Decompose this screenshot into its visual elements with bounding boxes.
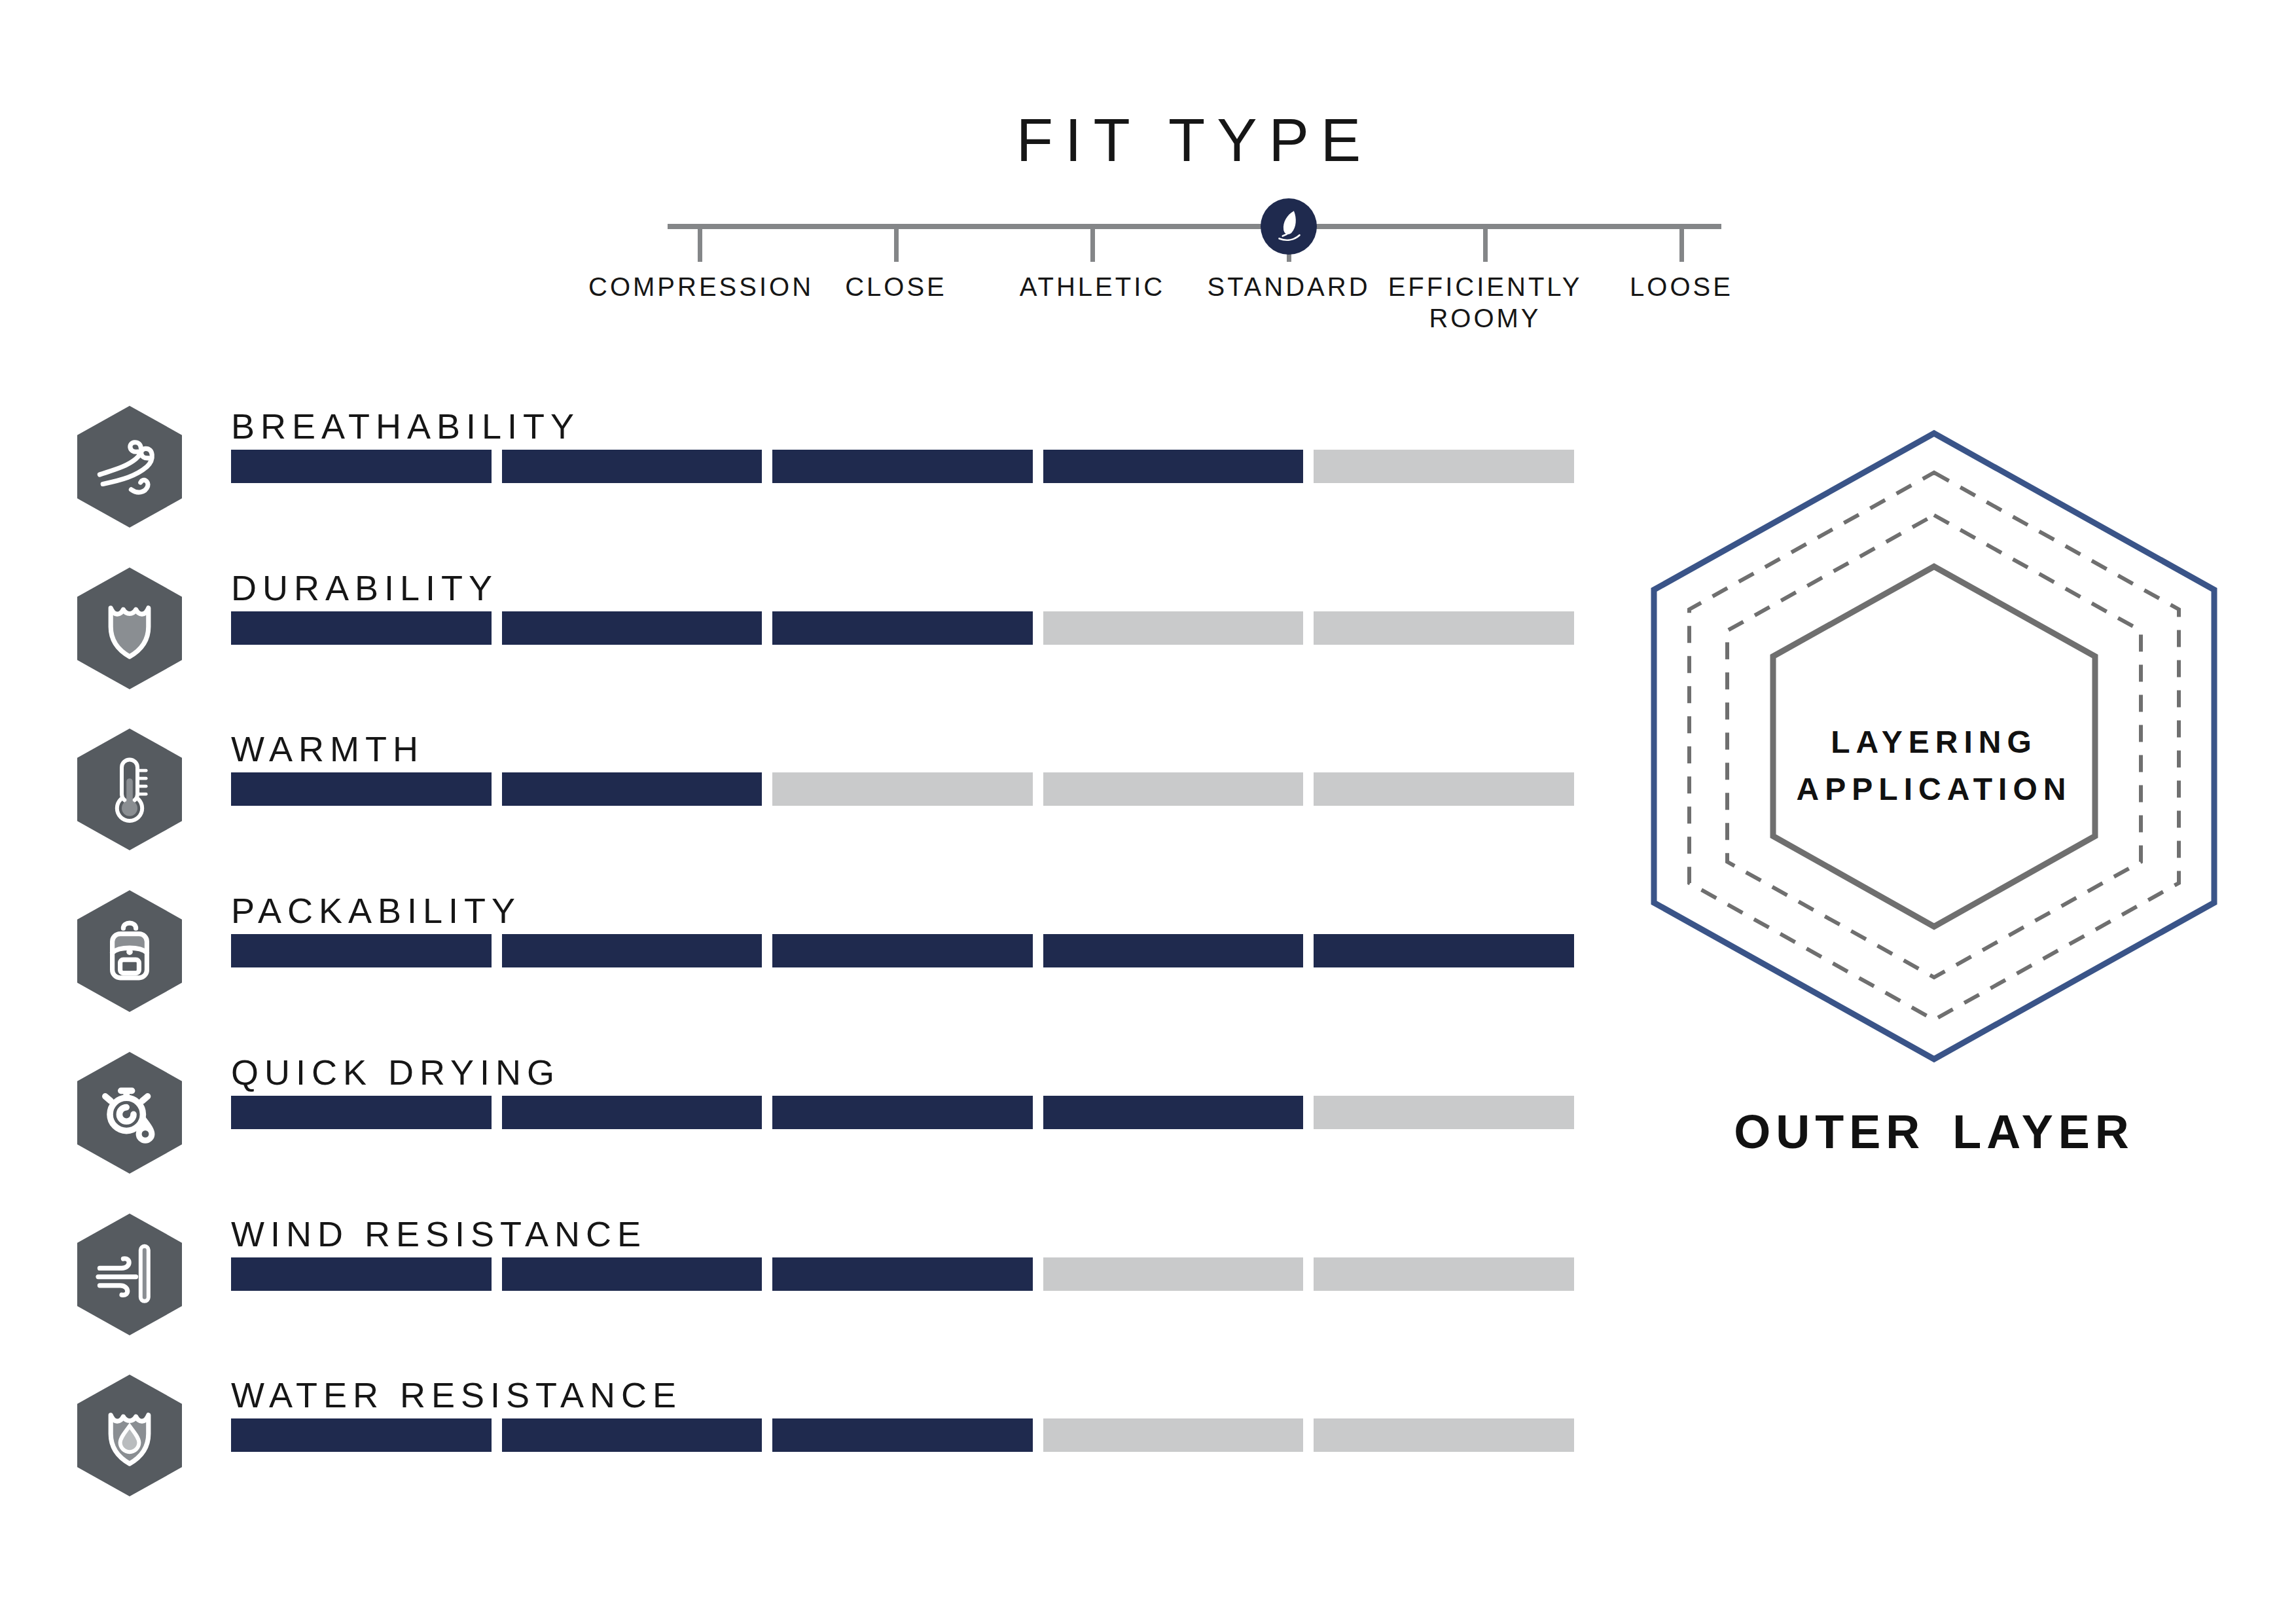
attribute-ratings-section: BREATHABILITY DURABILITY WARMTH PACKABIL… xyxy=(0,0,1610,1624)
rating-segment xyxy=(1043,611,1304,645)
rating-segment xyxy=(1314,1096,1574,1129)
rating-segment xyxy=(772,1257,1033,1291)
attribute-label: QUICK DRYING xyxy=(231,1054,560,1091)
outer-layer-caption: OUTER LAYER xyxy=(1649,1105,2219,1159)
wind-barrier-icon xyxy=(90,1235,169,1314)
attribute-label: BREATHABILITY xyxy=(231,408,580,444)
rating-segment xyxy=(772,611,1033,645)
rating-segment xyxy=(1314,1257,1574,1291)
rating-segment xyxy=(231,611,492,645)
rating-segment xyxy=(502,1257,762,1291)
attribute-row: PACKABILITY xyxy=(0,890,1610,1047)
rating-bar xyxy=(231,450,1574,483)
rating-bar xyxy=(231,1257,1574,1291)
rating-segment xyxy=(772,772,1033,806)
rating-segment xyxy=(772,1418,1033,1452)
attribute-row: QUICK DRYING xyxy=(0,1052,1610,1209)
rating-segment xyxy=(231,772,492,806)
attribute-label: WARMTH xyxy=(231,731,424,767)
rating-segment xyxy=(502,450,762,483)
rating-segment xyxy=(1043,934,1304,967)
layering-title-line1: LAYERING xyxy=(1770,719,2098,766)
rating-segment xyxy=(231,1418,492,1452)
attribute-label: DURABILITY xyxy=(231,569,498,606)
attribute-label: WATER RESISTANCE xyxy=(231,1377,682,1413)
rating-bar xyxy=(231,611,1574,645)
attribute-row: WIND RESISTANCE xyxy=(0,1214,1610,1371)
rating-segment xyxy=(1043,450,1304,483)
rating-segment xyxy=(1314,1418,1574,1452)
shield-icon xyxy=(90,589,169,668)
layering-diagram: LAYERING APPLICATION OUTER LAYER xyxy=(1649,429,2219,1189)
attribute-row: WARMTH xyxy=(0,729,1610,886)
rating-segment xyxy=(502,772,762,806)
water-shield-icon xyxy=(90,1396,169,1475)
backpack-icon xyxy=(90,912,169,990)
rating-segment xyxy=(502,1418,762,1452)
wind-icon xyxy=(90,427,169,506)
attribute-row: DURABILITY xyxy=(0,568,1610,725)
rating-segment xyxy=(1043,1096,1304,1129)
rating-segment xyxy=(772,450,1033,483)
rating-bar xyxy=(231,1096,1574,1129)
rating-segment xyxy=(772,934,1033,967)
rating-segment xyxy=(1314,450,1574,483)
rating-bar xyxy=(231,772,1574,806)
rating-segment xyxy=(1043,1418,1304,1452)
layering-title: LAYERING APPLICATION xyxy=(1770,719,2098,813)
attribute-row: WATER RESISTANCE xyxy=(0,1375,1610,1532)
rating-segment xyxy=(502,611,762,645)
rating-segment xyxy=(772,1096,1033,1129)
stopwatch-icon xyxy=(90,1074,169,1152)
attribute-label: WIND RESISTANCE xyxy=(231,1216,647,1252)
rating-segment xyxy=(1314,772,1574,806)
rating-segment xyxy=(1043,772,1304,806)
layering-title-line2: APPLICATION xyxy=(1770,766,2098,813)
thermometer-icon xyxy=(90,750,169,829)
attribute-row: BREATHABILITY xyxy=(0,406,1610,563)
attribute-label: PACKABILITY xyxy=(231,892,521,929)
rating-segment xyxy=(231,450,492,483)
rating-segment xyxy=(231,1096,492,1129)
scale-tick xyxy=(1679,224,1684,262)
rating-segment xyxy=(1043,1257,1304,1291)
rating-segment xyxy=(1314,611,1574,645)
infographic-canvas: FIT TYPE COMPRESSIONCLOSEATHLETICSTANDAR… xyxy=(0,0,2296,1624)
rating-segment xyxy=(502,934,762,967)
rating-segment xyxy=(231,1257,492,1291)
rating-segment xyxy=(502,1096,762,1129)
rating-segment xyxy=(1314,934,1574,967)
rating-segment xyxy=(231,934,492,967)
rating-bar xyxy=(231,1418,1574,1452)
rating-bar xyxy=(231,934,1574,967)
